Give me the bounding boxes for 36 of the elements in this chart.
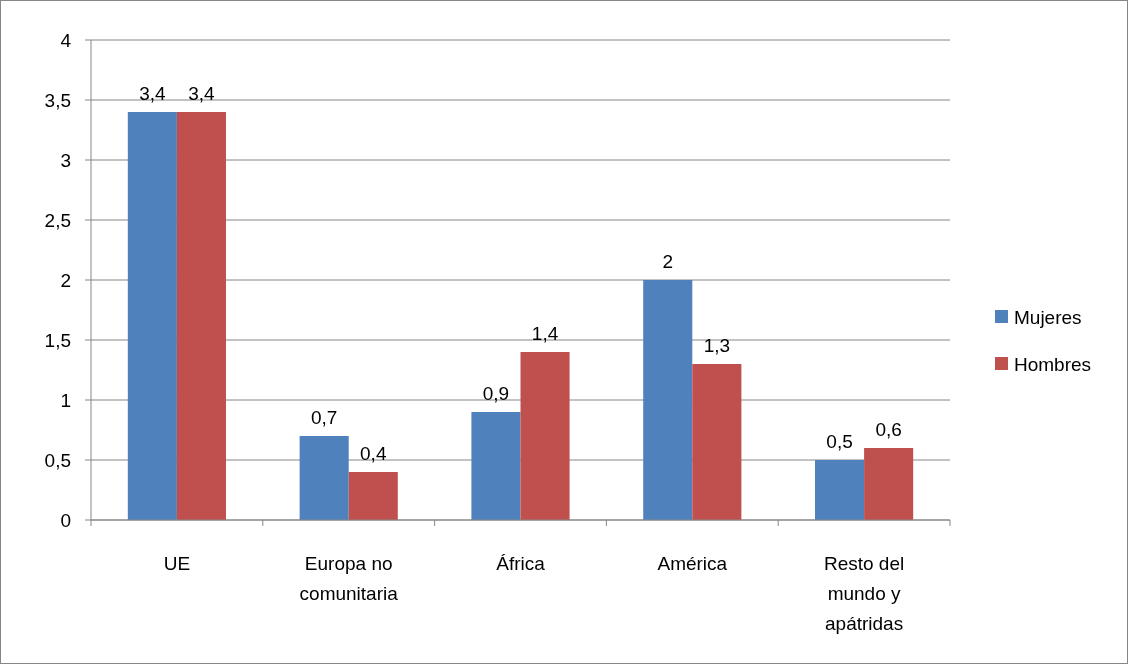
bar: [299, 436, 349, 520]
y-tick-label: 3,5: [44, 89, 71, 111]
bar: [127, 112, 177, 520]
data-label: 0,9: [482, 383, 510, 404]
x-tick-label: América: [657, 553, 728, 574]
bar: [864, 448, 914, 520]
bar: [471, 412, 521, 520]
y-tick-label: 3: [60, 149, 71, 171]
data-label: 3,4: [139, 83, 166, 104]
x-tick-label: África: [496, 553, 546, 574]
data-label: 3,4: [188, 83, 216, 104]
bar: [520, 352, 570, 520]
x-tick-label: Resto del mundo y apátridas: [823, 553, 905, 634]
y-tick-label: 4: [60, 29, 72, 51]
y-tick-label: 1: [60, 389, 71, 411]
x-tick-label: Europa no comunitaria: [299, 553, 399, 604]
data-label: 0,6: [875, 419, 902, 440]
y-tick-label: 1,5: [44, 329, 71, 351]
bar: [815, 460, 865, 520]
data-label: 0,7: [310, 407, 338, 428]
legend-label: Mujeres: [1014, 306, 1082, 328]
y-tick-label: 2: [60, 269, 71, 291]
legend-label: Hombres: [1014, 353, 1092, 375]
y-tick-label: 2,5: [44, 209, 71, 231]
data-label: 1,4: [531, 323, 559, 344]
data-label: 0,5: [826, 431, 853, 452]
bar: [643, 280, 693, 520]
bar: [692, 364, 742, 520]
data-label: 2: [662, 251, 674, 272]
y-tick-label: 0: [60, 509, 71, 531]
bar: [348, 472, 398, 520]
bar: [176, 112, 226, 520]
x-tick-label: UE: [163, 553, 191, 574]
data-label: 1,3: [703, 335, 731, 356]
y-tick-label: 0,5: [44, 449, 71, 471]
data-label: 0,4: [360, 443, 387, 464]
